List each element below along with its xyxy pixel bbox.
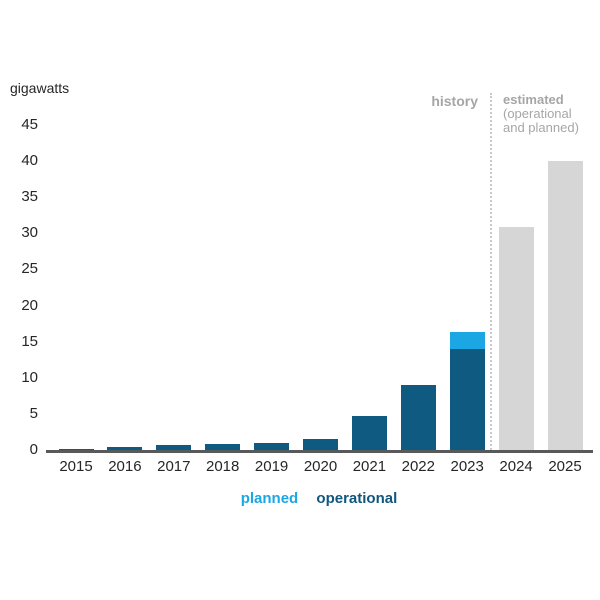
y-tick-label: 10: [21, 368, 38, 386]
bar-estimated-2024: [498, 226, 534, 450]
legend-item-operational: operational: [316, 490, 398, 507]
bar-operational-2015: [58, 448, 94, 450]
x-tick-label: 2019: [254, 458, 289, 475]
bar-operational-2018: [205, 444, 241, 450]
bar-operational-2016: [107, 447, 143, 450]
y-tick-label: 0: [29, 441, 38, 458]
x-axis-line: [46, 450, 593, 453]
bar-operational-2021: [351, 416, 387, 450]
y-tick-label: 45: [21, 116, 38, 133]
bar-operational-2020: [303, 439, 338, 450]
y-tick-label: 20: [21, 296, 38, 314]
x-tick-label: 2017: [157, 458, 191, 475]
estimated-annotation-line3: and planned): [503, 120, 579, 135]
bar-planned-2023: [449, 332, 485, 349]
x-tick-label: 2025: [548, 458, 582, 475]
y-tick-label: 35: [21, 188, 38, 206]
x-tick-label: 2015: [59, 458, 93, 475]
x-tick-label: 2024: [499, 458, 533, 475]
y-tick-label: 15: [21, 332, 38, 350]
y-axis-unit-label: gigawatts: [10, 80, 70, 96]
x-tick-label: 2021: [352, 458, 387, 475]
y-tick-label: 5: [29, 404, 38, 422]
bar-operational-2017: [156, 444, 192, 450]
x-tick-label: 2020: [303, 458, 338, 475]
y-tick-label: 25: [21, 260, 38, 278]
bar-estimated-2025: [547, 161, 583, 450]
bar-operational-2019: [254, 442, 290, 450]
estimated-annotation-line1: estimated: [503, 92, 564, 107]
history-estimated-divider-line: [490, 93, 492, 450]
estimated-annotation-line2: (operational: [503, 106, 572, 121]
bar-operational-2022: [400, 385, 436, 450]
history-annotation: history: [431, 93, 478, 109]
legend-item-planned: planned: [240, 490, 299, 507]
bar-operational-2023: [449, 348, 485, 450]
x-tick-label: 2022: [401, 458, 435, 475]
x-tick-label: 2023: [450, 458, 484, 475]
y-tick-label: 30: [21, 224, 38, 242]
estimated-annotation: estimated (operational and planned): [503, 93, 579, 135]
x-tick-label: 2018: [206, 458, 240, 475]
legend: planned operational: [48, 490, 590, 507]
x-tick-label: 2016: [108, 458, 142, 475]
y-tick-label: 40: [21, 152, 38, 170]
